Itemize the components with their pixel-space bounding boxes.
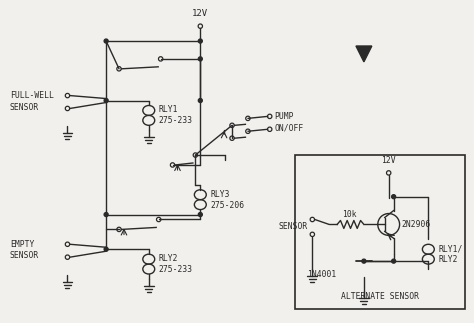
Circle shape [198, 39, 202, 43]
Circle shape [104, 39, 108, 43]
Bar [294, 155, 465, 309]
Text: ALTERNATE SENSOR: ALTERNATE SENSOR [341, 292, 419, 301]
Text: 12V: 12V [192, 9, 209, 18]
Text: RLY1/
RLY2: RLY1/ RLY2 [438, 244, 463, 264]
Text: 2N2906: 2N2906 [401, 220, 431, 229]
Circle shape [362, 259, 366, 263]
Text: FULL-WELL
SENSOR: FULL-WELL SENSOR [10, 91, 54, 111]
Circle shape [198, 213, 202, 216]
Circle shape [198, 57, 202, 61]
Text: 12V: 12V [382, 156, 396, 165]
Circle shape [392, 195, 396, 199]
Text: RLY3
275-206: RLY3 275-206 [210, 190, 245, 210]
Circle shape [392, 259, 396, 263]
Text: PUMP
ON/OFF: PUMP ON/OFF [274, 112, 304, 132]
Text: EMPTY
SENSOR: EMPTY SENSOR [10, 240, 39, 260]
Circle shape [104, 213, 108, 216]
Circle shape [104, 247, 108, 251]
Text: RLY2
275-233: RLY2 275-233 [159, 254, 193, 274]
Text: 1N4001: 1N4001 [307, 269, 336, 278]
Text: SENSOR: SENSOR [278, 222, 308, 231]
Text: 10k: 10k [342, 210, 356, 219]
Circle shape [198, 99, 202, 102]
Polygon shape [356, 46, 372, 62]
Text: RLY1
275-233: RLY1 275-233 [159, 105, 193, 125]
Circle shape [104, 99, 108, 102]
